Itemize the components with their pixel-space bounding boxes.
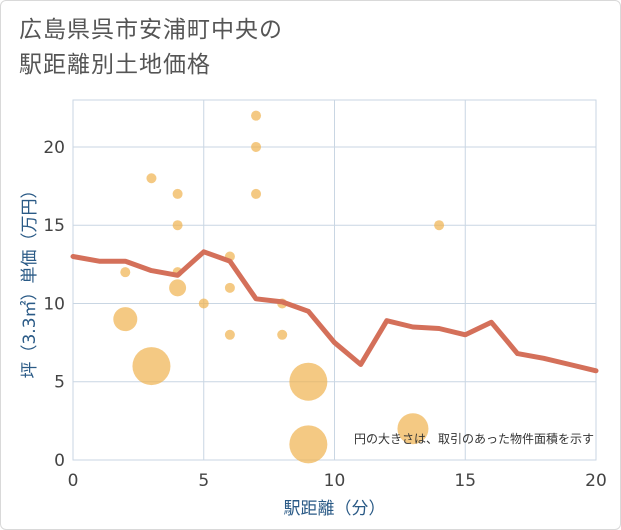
x-tick-label: 20 xyxy=(585,471,607,491)
data-bubble xyxy=(172,188,183,199)
data-bubble xyxy=(120,267,131,278)
y-axis-label: 坪（3.3㎡）単価（万円） xyxy=(20,181,40,378)
average-price-line xyxy=(70,249,599,374)
data-bubble xyxy=(198,298,209,309)
bubbles xyxy=(113,110,445,464)
y-tick-label: 10 xyxy=(43,294,65,314)
data-bubble xyxy=(251,188,262,199)
bubble-size-note: 円の大きさは、取引のあった物件面積を示す xyxy=(354,431,594,446)
x-tick-label: 5 xyxy=(198,471,209,491)
chart-title-line1: 広島県呉市安浦町中央の xyxy=(19,17,283,43)
data-bubble xyxy=(224,329,235,340)
data-bubble xyxy=(132,347,171,386)
y-tick-label: 15 xyxy=(43,216,65,236)
average-line xyxy=(70,249,599,374)
data-bubble xyxy=(113,307,138,332)
plot-frame xyxy=(72,99,597,461)
chart-title: 広島県呉市安浦町中央の 駅距離別土地価格 xyxy=(19,13,579,83)
chart-title-line2: 駅距離別土地価格 xyxy=(19,52,211,78)
data-bubble xyxy=(434,220,445,231)
data-bubble xyxy=(289,425,328,464)
y-tick-label: 0 xyxy=(54,451,65,471)
data-bubble xyxy=(277,329,288,340)
data-bubble xyxy=(397,413,429,445)
data-bubble xyxy=(251,110,262,121)
x-tick-label: 15 xyxy=(454,471,476,491)
x-axis-label: 駅距離（分） xyxy=(284,499,386,519)
axis-ticks: 0 5 10 15 20 0 5 10 15 20 xyxy=(43,138,606,491)
grid xyxy=(72,99,597,461)
data-bubble xyxy=(172,220,183,231)
y-tick-label: 5 xyxy=(54,373,65,393)
y-tick-label: 20 xyxy=(43,138,65,158)
data-bubble xyxy=(251,141,262,152)
data-bubble xyxy=(289,362,328,401)
data-bubble xyxy=(146,173,157,184)
x-tick-label: 0 xyxy=(68,471,79,491)
data-bubble xyxy=(224,282,235,293)
data-bubble xyxy=(169,279,187,297)
x-tick-label: 10 xyxy=(324,471,346,491)
